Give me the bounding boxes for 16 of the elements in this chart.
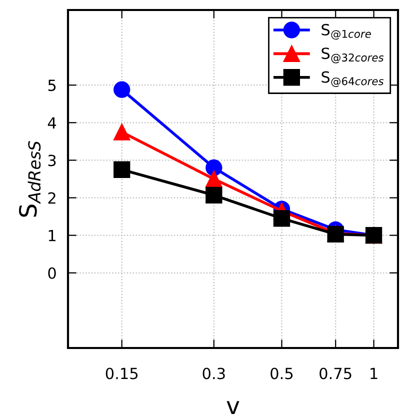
y-tick-label: 1 [48, 230, 56, 242]
y-tick-label: 5 [48, 80, 56, 92]
x-tick-label: 0.3 [202, 368, 225, 380]
y-tick-label: 0 [48, 267, 56, 279]
x-tick-label: 0.75 [320, 368, 352, 380]
y-tick-label: 3 [48, 154, 56, 166]
x-tick-label: 1 [370, 368, 378, 380]
y-tick-label: 4 [48, 117, 56, 128]
y-axis-title: S$_{AdResS}$ [18, 141, 41, 217]
legend-label: S$_{@32cores}$ [322, 48, 384, 64]
y-tick-label: 2 [48, 192, 56, 204]
legend-label: S$_{@64cores}$ [322, 71, 384, 87]
x-tick-label: 0.5 [270, 368, 293, 380]
x-tick-label: 0.15 [106, 368, 138, 380]
x-axis-title: v [226, 401, 240, 414]
legend-label: S$_{@1core}$ [322, 24, 371, 40]
